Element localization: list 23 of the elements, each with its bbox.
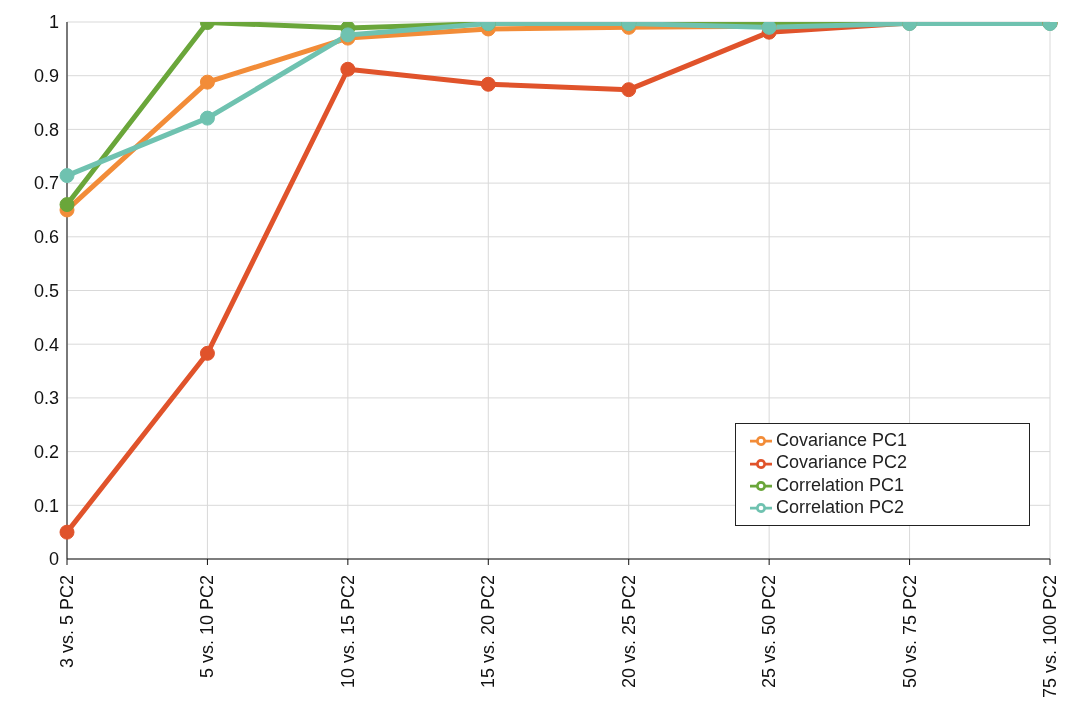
x-tick-label: 10 vs. 15 PC2	[337, 575, 358, 689]
x-tick-label: 3 vs. 5 PC2	[57, 575, 77, 669]
x-tick-label: 20 vs. 25 PC2	[618, 575, 639, 689]
legend-label: Correlation PC1	[776, 474, 905, 495]
legend-label: Covariance PC1	[776, 430, 908, 450]
legend-label: Covariance PC2	[776, 452, 908, 473]
y-tick-label: 0.9	[33, 66, 59, 87]
y-tick-label: 0.8	[33, 119, 59, 140]
y-tick-label: 0	[48, 549, 59, 570]
y-tick-label: 0.6	[33, 227, 59, 248]
y-tick-label: 1	[48, 12, 59, 33]
x-tick-label: 50 vs. 75 PC2	[899, 575, 920, 689]
x-tick-label: 15 vs. 20 PC2	[478, 575, 499, 689]
x-tick-label: 25 vs. 50 PC2	[759, 575, 780, 689]
y-tick-label: 0.2	[33, 441, 59, 462]
y-tick-label: 0.5	[33, 280, 59, 301]
x-tick-label: 5 vs. 10 PC2	[197, 575, 218, 679]
y-tick-label: 0.1	[33, 495, 59, 516]
x-tick-label: 75 vs. 100 PC2	[1040, 575, 1060, 699]
y-tick-label: 0.7	[33, 173, 59, 194]
y-tick-label: 0.4	[33, 334, 59, 355]
y-tick-label: 0.3	[33, 388, 59, 409]
legend-label: Correlation PC2	[776, 496, 905, 517]
